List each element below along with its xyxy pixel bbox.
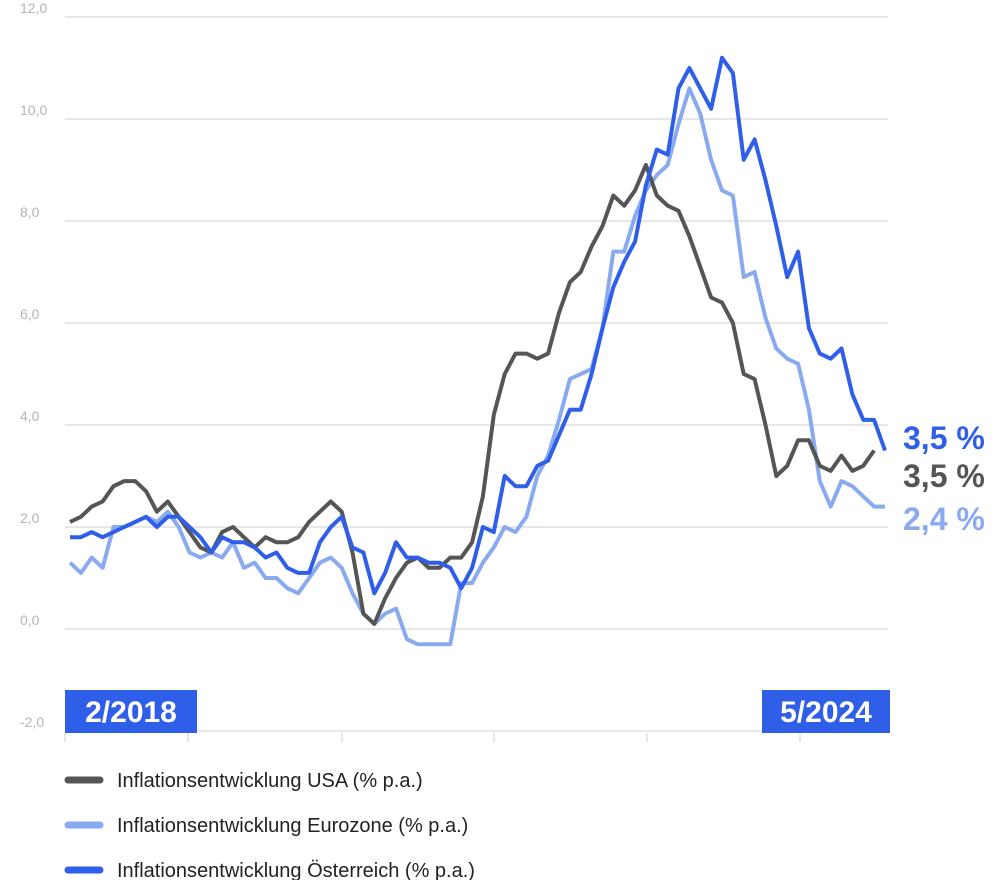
legend-label: Inflationsentwicklung Eurozone (% p.a.) bbox=[117, 815, 468, 837]
line-series bbox=[68, 86, 885, 647]
end-label: 2,4 % bbox=[903, 501, 985, 537]
y-tick-label: 10,0 bbox=[20, 102, 47, 118]
date-label: 5/2024 bbox=[780, 696, 872, 729]
y-tick-label: 4,0 bbox=[20, 408, 40, 424]
date-label: 2/2018 bbox=[85, 696, 177, 729]
end-label: 3,5 % bbox=[903, 458, 985, 494]
date-box bbox=[65, 690, 197, 733]
y-tick-label: 0,0 bbox=[20, 612, 40, 628]
end-label: 3,5 % bbox=[903, 420, 985, 456]
legend-label: Inflationsentwicklung USA (% p.a.) bbox=[117, 770, 423, 792]
y-tick-label: 6,0 bbox=[20, 306, 40, 322]
line-series bbox=[70, 55, 887, 596]
y-tick-label: 12,0 bbox=[20, 0, 47, 16]
date-box bbox=[762, 690, 890, 733]
x-axis-ticks bbox=[64, 733, 801, 742]
y-tick-label: 8,0 bbox=[20, 204, 40, 220]
line-series bbox=[69, 162, 876, 626]
y-tick-label: 2,0 bbox=[20, 510, 40, 526]
y-tick-label: -2,0 bbox=[20, 714, 44, 730]
legend-label: Inflationsentwicklung Österreich (% p.a.… bbox=[117, 860, 475, 880]
